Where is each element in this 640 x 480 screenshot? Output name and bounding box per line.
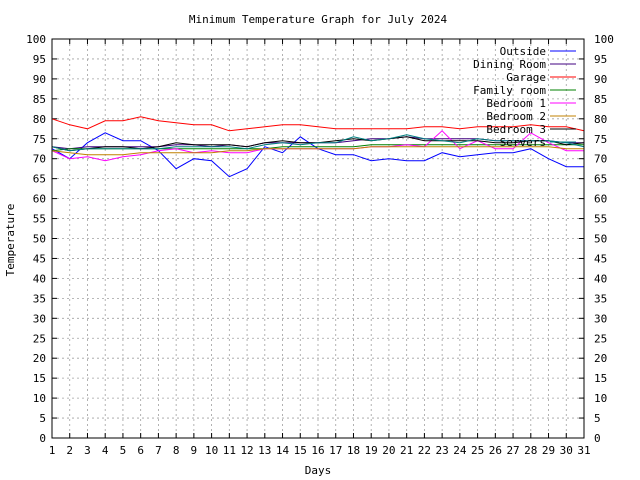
x-tick-label: 13 — [258, 444, 271, 457]
x-tick-label: 9 — [191, 444, 198, 457]
x-tick-label: 18 — [347, 444, 360, 457]
x-tick-label: 27 — [506, 444, 519, 457]
x-tick-label: 30 — [560, 444, 573, 457]
y-tick-label-left: 5 — [39, 412, 46, 425]
y-tick-label-left: 75 — [33, 133, 46, 146]
x-tick-label: 20 — [382, 444, 395, 457]
y-tick-label-right: 70 — [594, 153, 607, 166]
x-tick-label: 23 — [436, 444, 449, 457]
legend-label: Garage — [506, 71, 546, 84]
y-tick-label-left: 15 — [33, 372, 46, 385]
y-tick-label-left: 95 — [33, 53, 46, 66]
y-tick-label-left: 50 — [33, 233, 46, 246]
y-tick-label-right: 80 — [594, 113, 607, 126]
y-tick-label-right: 95 — [594, 53, 607, 66]
x-tick-label: 10 — [205, 444, 218, 457]
x-tick-label: 14 — [276, 444, 290, 457]
grid — [52, 39, 584, 438]
series-line-8 — [51, 134, 585, 152]
x-tick-label: 3 — [84, 444, 91, 457]
x-tick-label: 7 — [155, 444, 162, 457]
x-tick-label: 29 — [542, 444, 555, 457]
series-line-6 — [51, 146, 584, 156]
legend-label: Servers — [500, 136, 546, 149]
y-tick-label-right: 55 — [594, 213, 607, 226]
y-tick-label-right: 40 — [594, 272, 607, 285]
y-tick-label-right: 5 — [594, 412, 601, 425]
y-tick-label-left: 100 — [26, 33, 46, 46]
y-tick-label-left: 20 — [33, 352, 46, 365]
legend-label: Bedroom 2 — [486, 110, 546, 123]
x-tick-label: 6 — [137, 444, 144, 457]
y-tick-label-left: 30 — [33, 312, 46, 325]
x-tick-label: 11 — [223, 444, 236, 457]
x-tick-label: 1 — [49, 444, 56, 457]
y-tick-label-right: 100 — [594, 33, 614, 46]
x-tick-label: 2 — [66, 444, 73, 457]
x-tick-label: 28 — [524, 444, 537, 457]
x-tick-label: 16 — [311, 444, 324, 457]
legend-label: Outside — [500, 45, 546, 58]
legend-label: Bedroom 3 — [486, 123, 546, 136]
x-tick-label: 31 — [577, 444, 590, 457]
y-tick-label-right: 60 — [594, 193, 607, 206]
y-tick-label-right: 50 — [594, 233, 607, 246]
y-tick-label-right: 15 — [594, 372, 607, 385]
y-tick-label-left: 40 — [33, 272, 46, 285]
plot-frame — [51, 38, 585, 439]
x-tick-label: 8 — [173, 444, 180, 457]
x-tick-label: 22 — [418, 444, 431, 457]
y-tick-label-right: 25 — [594, 332, 607, 345]
y-tick-label-right: 65 — [594, 173, 607, 186]
y-tick-label-left: 90 — [33, 73, 46, 86]
series-lines — [51, 116, 585, 178]
y-tick-label-left: 0 — [39, 432, 46, 445]
x-tick-label: 17 — [329, 444, 342, 457]
y-tick-label-left: 80 — [33, 113, 46, 126]
y-tick-label-left: 45 — [33, 252, 46, 265]
x-tick-label: 21 — [400, 444, 413, 457]
x-tick-label: 25 — [471, 444, 484, 457]
x-tick-label: 26 — [489, 444, 502, 457]
y-tick-label-left: 55 — [33, 213, 46, 226]
legend-label: Dining Room — [473, 58, 546, 71]
x-tick-label: 15 — [294, 444, 307, 457]
y-tick-label-right: 45 — [594, 252, 607, 265]
y-tick-label-left: 60 — [33, 193, 46, 206]
x-tick-label: 19 — [365, 444, 378, 457]
legend-label: Family room — [473, 84, 546, 97]
y-tick-label-right: 85 — [594, 93, 607, 106]
y-tick-label-right: 20 — [594, 352, 607, 365]
chart-title: Minimum Temperature Graph for July 2024 — [189, 13, 448, 26]
y-tick-label-left: 25 — [33, 332, 46, 345]
y-tick-label-left: 65 — [33, 173, 46, 186]
x-tick-label: 5 — [120, 444, 127, 457]
y-tick-label-left: 70 — [33, 153, 46, 166]
y-axis-title: Temperature — [4, 204, 17, 277]
x-tick-label: 12 — [240, 444, 253, 457]
y-tick-label-left: 35 — [33, 292, 46, 305]
series-line-3 — [51, 116, 585, 132]
x-tick-label: 4 — [102, 444, 109, 457]
x-axis-title: Days — [305, 464, 332, 477]
y-tick-label-left: 10 — [33, 392, 46, 405]
y-tick-label-left: 85 — [33, 93, 46, 106]
legend-label: Bedroom 1 — [486, 97, 546, 110]
y-tick-label-right: 90 — [594, 73, 607, 86]
y-tick-label-right: 0 — [594, 432, 601, 445]
y-tick-label-right: 35 — [594, 292, 607, 305]
x-tick-label: 24 — [453, 444, 467, 457]
y-tick-label-right: 75 — [594, 133, 607, 146]
y-tick-label-right: 30 — [594, 312, 607, 325]
y-tick-label-right: 10 — [594, 392, 607, 405]
